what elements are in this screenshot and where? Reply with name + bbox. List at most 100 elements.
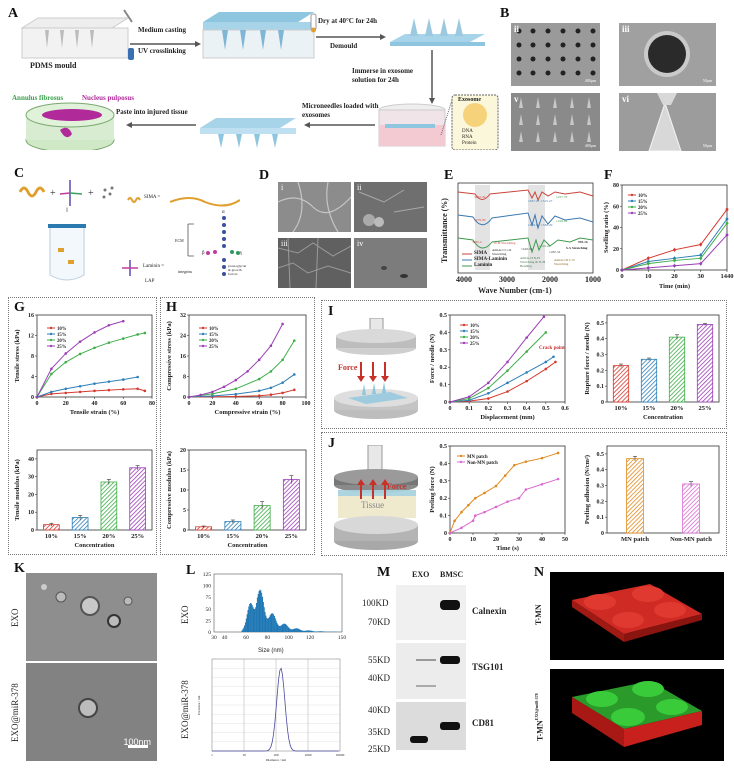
bar-mnpatch	[626, 458, 644, 534]
tick-label: 16	[180, 354, 186, 360]
histogram-bin	[263, 607, 265, 632]
tick-label: 0.5	[542, 406, 550, 412]
histogram-bin	[305, 630, 307, 632]
blot-cd81	[396, 702, 466, 750]
tick-label: 50	[562, 537, 568, 543]
histogram-bin	[246, 614, 248, 632]
band	[440, 600, 460, 610]
tick-label: 0	[601, 531, 604, 537]
data-point	[246, 370, 249, 373]
panel-label-m: M	[377, 565, 391, 580]
band	[416, 659, 436, 661]
data-point	[78, 340, 82, 343]
force-label-i: Force	[338, 363, 358, 372]
data-point	[136, 375, 139, 379]
y-axis-label: Compressive modulus (kPa)	[166, 451, 173, 529]
series-line-20	[36, 332, 145, 398]
histogram-bin	[310, 630, 312, 632]
tick-label: 0	[616, 268, 619, 274]
histogram-bin	[308, 630, 310, 632]
laminin-structure	[222, 216, 226, 276]
data-point	[107, 341, 111, 344]
blot-label-tsg101: TSG101	[472, 662, 504, 672]
histogram-bin	[301, 630, 303, 632]
data-point	[35, 395, 39, 399]
histogram-bin	[320, 631, 322, 632]
data-point	[143, 331, 147, 335]
legend-marker	[459, 454, 463, 458]
histogram-bin	[311, 630, 313, 632]
histogram-bin	[304, 630, 306, 632]
data-point	[517, 496, 521, 500]
data-point	[494, 484, 498, 488]
y-axis-label: Particles / mL	[197, 695, 201, 715]
histogram-bin	[264, 611, 266, 632]
ecm-label: ECM	[175, 238, 184, 243]
data-point	[269, 370, 273, 373]
sem-image-d-iii: iii	[278, 238, 351, 288]
lane-label-exo: EXO	[412, 570, 430, 579]
legend-marker	[462, 341, 466, 345]
medium-casting-label: Medium casting	[138, 26, 187, 34]
tick-label: 0.1	[465, 406, 473, 412]
tick-label: 125	[203, 572, 212, 578]
data-point	[121, 378, 125, 381]
tick-label: 1000	[585, 275, 601, 284]
plot-frame	[36, 449, 153, 531]
histogram-bin	[267, 618, 269, 632]
data-point	[487, 381, 490, 385]
tick-label: 0	[36, 401, 39, 407]
tick-label: 10	[645, 273, 652, 280]
category-label: 20%	[256, 533, 269, 540]
tick-label: 10	[242, 753, 246, 757]
data-point	[544, 367, 548, 371]
tick-label: 20	[613, 247, 619, 253]
tick-label: 0.4	[523, 406, 531, 412]
legend-marker	[201, 338, 205, 342]
peak-label: 1515.27	[541, 199, 553, 203]
histogram-bin	[274, 618, 276, 632]
data-point	[93, 346, 96, 350]
y-axis-label: Tensile modulus (kPa)	[14, 459, 21, 521]
confocal-image-tmn	[550, 572, 724, 660]
mw-marker: 100KD	[362, 598, 389, 608]
data-point	[257, 394, 261, 398]
tick-label: 50	[206, 607, 212, 613]
scale-bar-v: 400μm	[584, 143, 596, 148]
tick-label: 8	[183, 375, 186, 381]
data-point	[506, 500, 509, 503]
bar-10	[612, 365, 630, 403]
force-arrows-down	[357, 362, 389, 382]
row-label-tmn: T-MN	[534, 604, 543, 626]
panel-label-d: D	[259, 168, 270, 183]
exosome-legend: DNA RNA Protein	[462, 129, 476, 147]
row-label-tmn-exo: T-MNEXO@miR-378	[534, 690, 545, 745]
peak-label: 1637.23	[528, 199, 540, 203]
histogram-bin	[320, 631, 322, 632]
panel-label-g: G	[14, 300, 25, 315]
sem-image-d-ii: ii	[354, 182, 427, 232]
histogram-bin	[279, 626, 281, 632]
equals-label: ||	[66, 208, 69, 213]
uv-crosslinking-label: UV crosslinking	[138, 47, 186, 55]
histogram-bin	[265, 615, 267, 632]
histogram-bin	[247, 610, 249, 632]
y-axis-label: Peeling adhesion (N/cm²)	[584, 455, 591, 524]
histogram-bin	[258, 591, 260, 632]
tick-label: 80	[149, 401, 155, 407]
legend-marker	[49, 344, 53, 348]
data-point	[121, 337, 125, 340]
data-point	[552, 355, 555, 359]
histogram-bin	[309, 630, 311, 632]
tick-label: 0.3	[504, 406, 512, 412]
tick-label: 20	[28, 492, 34, 498]
tick-label: 25	[206, 618, 212, 624]
tick-label: 40	[28, 457, 34, 463]
data-point	[293, 339, 296, 342]
data-point	[121, 319, 125, 323]
x-axis-label: Time (s)	[496, 545, 519, 552]
histogram-bin	[253, 608, 255, 632]
tick-label: 0	[444, 400, 447, 406]
histogram-bin	[303, 630, 305, 632]
histogram-bin	[323, 631, 325, 632]
